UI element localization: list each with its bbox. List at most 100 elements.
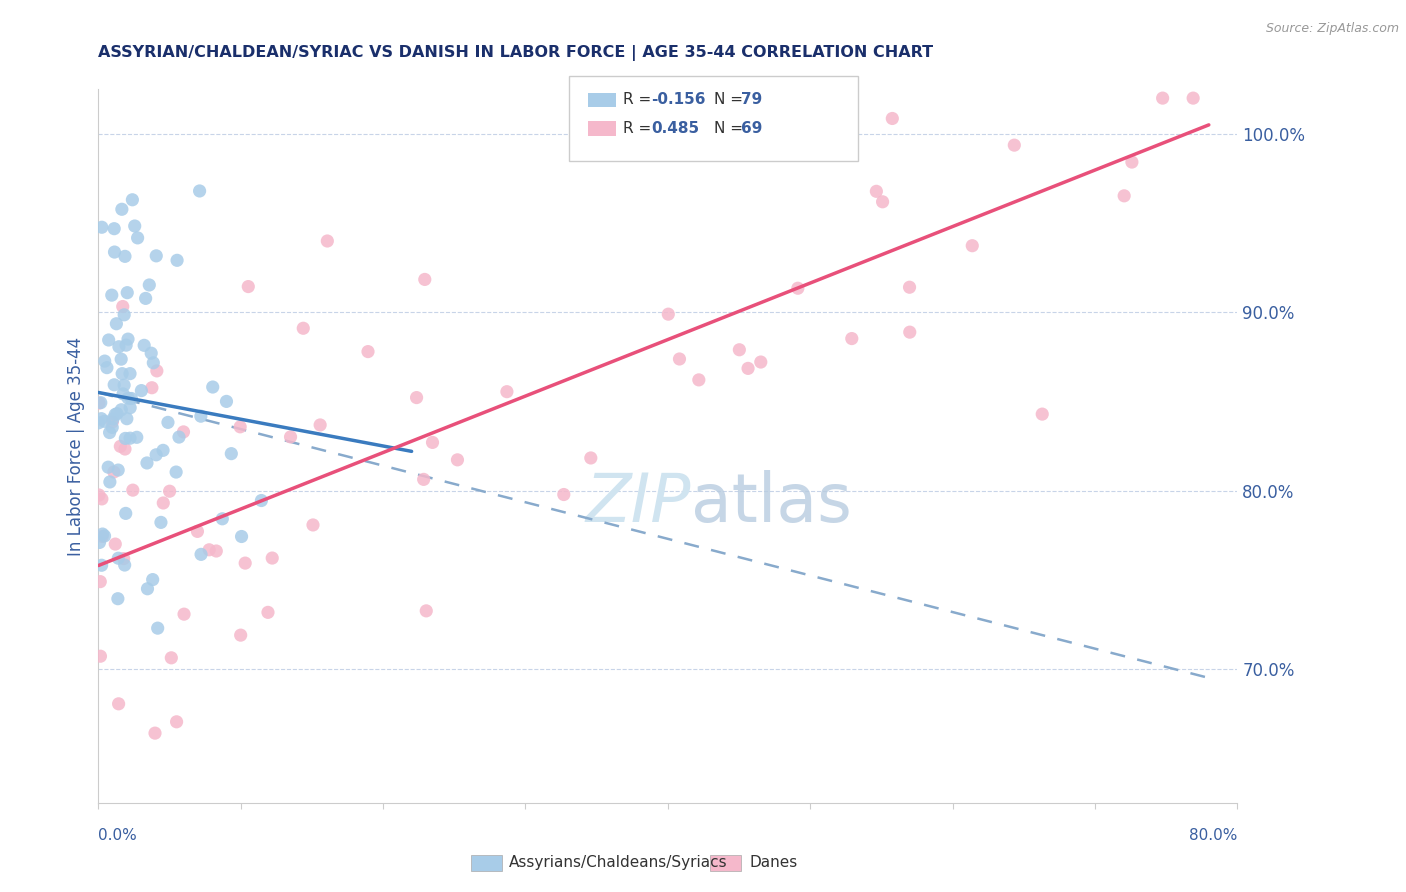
Point <box>120 401 142 415</box>
Point <box>415 604 437 618</box>
Point <box>114 558 136 572</box>
Point <box>90 411 112 425</box>
Point <box>316 234 339 248</box>
Point <box>101 412 124 426</box>
Point <box>121 193 143 207</box>
Point <box>292 321 315 335</box>
Point <box>87 396 110 410</box>
Point <box>112 387 135 401</box>
Point <box>103 377 125 392</box>
Point <box>309 417 332 432</box>
Point <box>117 391 139 405</box>
Point <box>786 281 808 295</box>
Point <box>166 714 188 729</box>
Point <box>93 414 115 428</box>
Text: R =: R = <box>623 93 657 107</box>
Point <box>728 343 751 357</box>
Point <box>250 493 273 508</box>
Point <box>120 392 142 406</box>
Point <box>96 360 118 375</box>
Point <box>634 127 657 141</box>
Text: Danes: Danes <box>749 855 797 870</box>
Point <box>145 249 167 263</box>
Point <box>141 381 163 395</box>
Point <box>146 364 169 378</box>
Point <box>87 488 110 502</box>
Point <box>112 378 135 392</box>
Point <box>117 332 139 346</box>
Point <box>229 628 252 642</box>
Point <box>412 472 434 486</box>
Point <box>121 483 143 497</box>
Point <box>657 307 679 321</box>
Point <box>98 425 121 440</box>
Point <box>101 420 124 434</box>
Point <box>104 408 127 422</box>
Point <box>93 529 115 543</box>
Text: R =: R = <box>623 121 657 136</box>
Point <box>112 308 135 322</box>
Point <box>91 529 114 543</box>
Point <box>165 465 187 479</box>
Point <box>146 621 169 635</box>
Point <box>104 537 127 551</box>
Point <box>141 346 163 360</box>
Point <box>167 430 190 444</box>
Point <box>865 184 887 198</box>
Point <box>124 219 146 233</box>
Text: ASSYRIAN/CHALDEAN/SYRIAC VS DANISH IN LABOR FORCE | AGE 35-44 CORRELATION CHART: ASSYRIAN/CHALDEAN/SYRIAC VS DANISH IN LA… <box>98 45 934 61</box>
Text: 80.0%: 80.0% <box>1189 828 1237 843</box>
Text: Source: ZipAtlas.com: Source: ZipAtlas.com <box>1265 22 1399 36</box>
Point <box>882 112 904 126</box>
Point <box>111 202 134 217</box>
Point <box>1002 138 1025 153</box>
Point <box>668 351 690 366</box>
Point <box>201 380 224 394</box>
Point <box>134 338 156 352</box>
Point <box>737 361 759 376</box>
Point <box>173 607 195 622</box>
Y-axis label: In Labor Force | Age 35-44: In Labor Force | Age 35-44 <box>66 336 84 556</box>
Point <box>841 332 863 346</box>
Point <box>115 285 138 300</box>
Point <box>422 435 444 450</box>
Point <box>110 352 132 367</box>
Text: -0.156: -0.156 <box>651 93 706 107</box>
Point <box>898 325 921 339</box>
Point <box>221 447 243 461</box>
Point <box>205 544 228 558</box>
Point <box>446 453 468 467</box>
Point <box>749 355 772 369</box>
Point <box>280 430 302 444</box>
Point <box>1031 407 1053 421</box>
Point <box>90 220 112 235</box>
Text: atlas: atlas <box>690 470 852 536</box>
Point <box>872 194 894 209</box>
Point <box>152 496 174 510</box>
Point <box>111 367 134 381</box>
Point <box>87 416 110 430</box>
Point <box>90 558 112 573</box>
Point <box>413 272 436 286</box>
Point <box>89 649 111 664</box>
Point <box>302 518 325 533</box>
Point <box>229 420 252 434</box>
Point <box>145 448 167 462</box>
Point <box>89 535 111 549</box>
Point <box>149 516 172 530</box>
Point <box>118 367 141 381</box>
Point <box>127 231 149 245</box>
Point <box>238 279 260 293</box>
Text: Assyrians/Chaldeans/Syriacs: Assyrians/Chaldeans/Syriacs <box>509 855 727 870</box>
Point <box>231 529 253 543</box>
Point <box>156 416 179 430</box>
Text: ZIP: ZIP <box>585 470 690 536</box>
Point <box>898 280 921 294</box>
Point <box>553 487 575 501</box>
Point <box>103 245 125 260</box>
Point <box>90 395 112 409</box>
Point <box>186 524 208 539</box>
Point <box>100 288 122 302</box>
Point <box>125 430 148 444</box>
Text: 0.485: 0.485 <box>651 121 699 136</box>
